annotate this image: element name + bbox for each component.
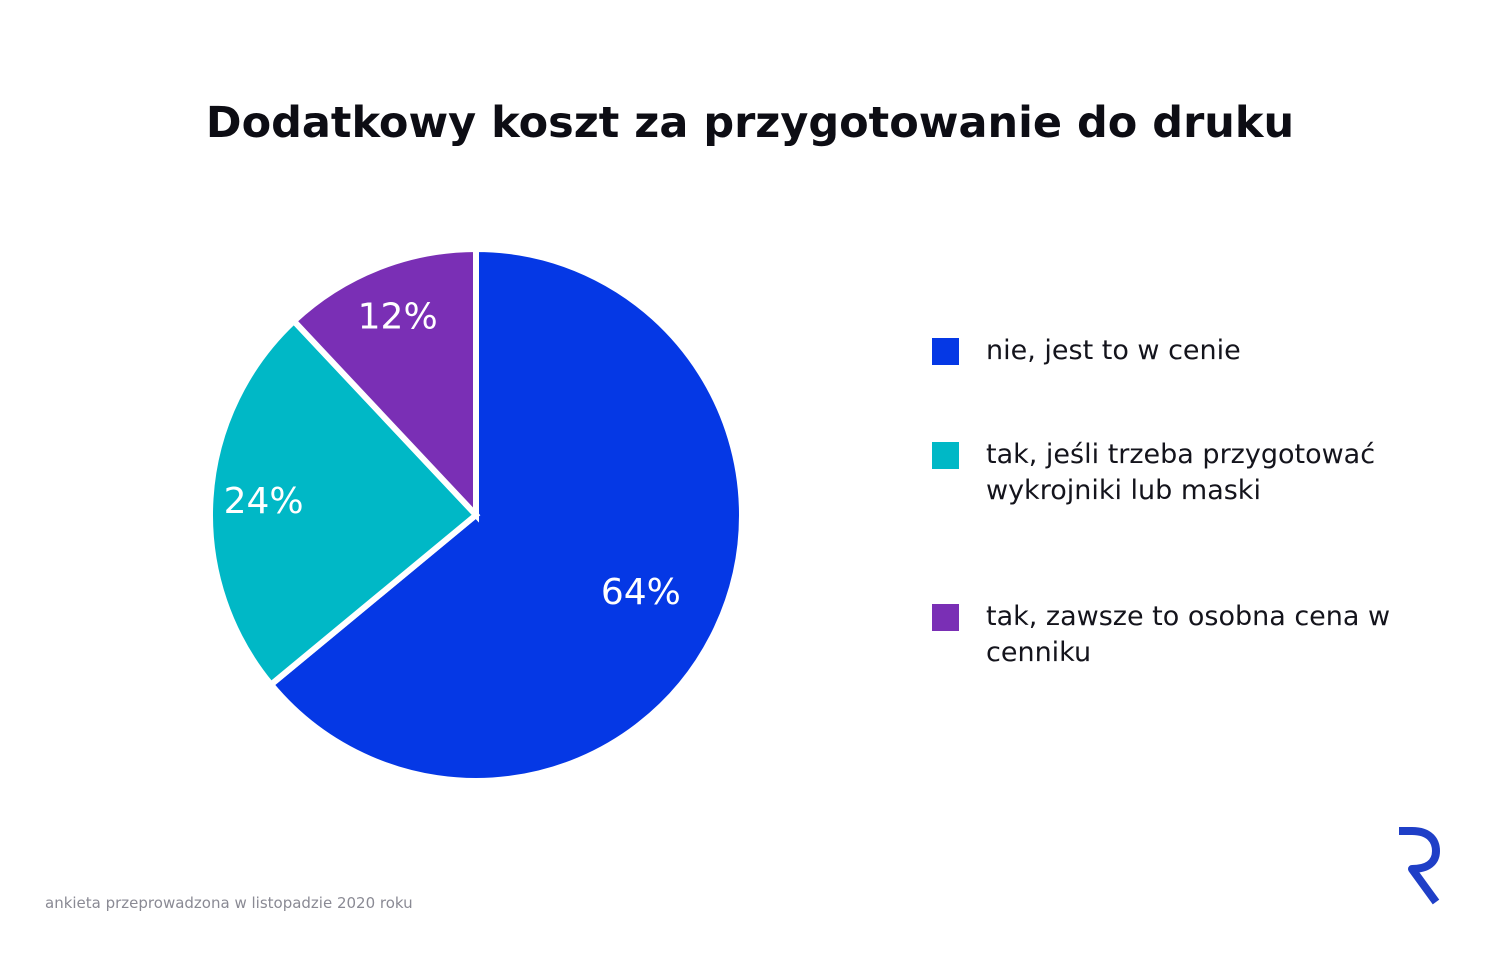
legend-label: tak, zawsze to osobna cena w cenniku bbox=[986, 601, 1391, 668]
pie-slices bbox=[207, 245, 745, 784]
r-logo-icon bbox=[1399, 827, 1440, 905]
pie-slice bbox=[289, 245, 479, 523]
legend-swatch bbox=[932, 338, 959, 365]
legend-label: tak, jeśli trzeba przygotować wykrojniki… bbox=[986, 439, 1376, 506]
pie-value-label: 12% bbox=[358, 297, 438, 338]
legend-swatch bbox=[932, 604, 959, 631]
pie-value-labels: 64% 24% 12% bbox=[224, 297, 681, 613]
chart-title: Dodatkowy koszt za przygotowanie do druk… bbox=[205, 98, 1295, 148]
survey-footnote: ankieta przeprowadzona w listopadzie 202… bbox=[45, 894, 413, 912]
legend-swatch bbox=[932, 442, 959, 469]
pie-value-label: 64% bbox=[601, 572, 681, 613]
legend-label: nie, jest to w cenie bbox=[986, 335, 1241, 366]
pie-value-label: 24% bbox=[224, 481, 304, 522]
pie-slice bbox=[266, 245, 745, 784]
pie-slice bbox=[207, 316, 481, 689]
